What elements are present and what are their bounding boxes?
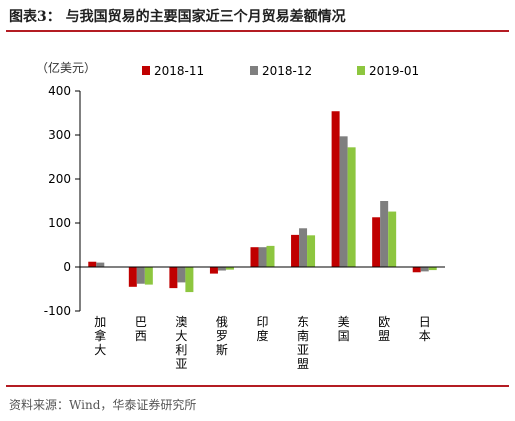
top-divider [6, 30, 509, 32]
y-tick-label: 200 [48, 172, 71, 186]
chart-title: 图表3： 与我国贸易的主要国家近三个月贸易差额情况 [9, 9, 346, 25]
x-tick-label: 俄罗斯 [216, 315, 228, 357]
bottom-divider [6, 385, 509, 387]
bar [291, 234, 300, 267]
legend: 2018-11 2018-12 2019-01 [142, 64, 419, 78]
bar [388, 211, 397, 267]
bar [250, 247, 259, 267]
x-tick-label: 欧盟 [378, 315, 390, 343]
legend-label: 2019-01 [369, 64, 419, 78]
bar [169, 267, 178, 289]
legend-label: 2018-12 [262, 64, 312, 78]
bar [307, 235, 316, 267]
bar [225, 267, 234, 270]
bar [185, 267, 194, 293]
bars [88, 111, 437, 293]
y-tick-label: -100 [44, 304, 71, 318]
bar [177, 267, 186, 283]
bar [88, 261, 97, 267]
bar [266, 245, 275, 267]
bar [347, 147, 356, 267]
x-tick-label: 美国 [338, 315, 350, 343]
x-tick-label: 加拿大 [94, 315, 106, 357]
bar [144, 267, 153, 285]
y-tick-label: 300 [48, 128, 71, 142]
bar [258, 247, 267, 267]
bar [331, 111, 340, 268]
bar [420, 267, 429, 272]
bar [428, 267, 437, 271]
y-tick-label: 0 [63, 260, 71, 274]
x-tick-label: 巴西 [135, 315, 147, 343]
x-tick-label: 日本 [419, 315, 431, 343]
bar [372, 217, 381, 267]
bar [412, 267, 421, 273]
bar [299, 228, 308, 267]
y-unit-label: （亿美元） [36, 60, 96, 75]
y-axis: -100 0 100 200 300 400 [44, 84, 81, 318]
legend-swatch [142, 66, 150, 75]
source-note: 资料来源：Wind，华泰证券研究所 [9, 398, 197, 412]
legend-swatch [357, 66, 365, 75]
bar [136, 267, 145, 284]
bar [96, 262, 105, 267]
bar [128, 267, 137, 287]
bar [380, 201, 389, 267]
x-tick-label: 澳大利亚 [175, 315, 187, 371]
x-tick-label: 印度 [256, 315, 268, 343]
y-tick-label: 100 [48, 216, 71, 230]
legend-label: 2018-11 [154, 64, 204, 78]
bar [339, 136, 348, 267]
bar [217, 267, 226, 271]
x-tick-label: 东南亚盟 [297, 315, 309, 371]
bar [209, 267, 218, 274]
y-tick-label: 400 [48, 84, 71, 98]
legend-swatch [250, 66, 258, 75]
